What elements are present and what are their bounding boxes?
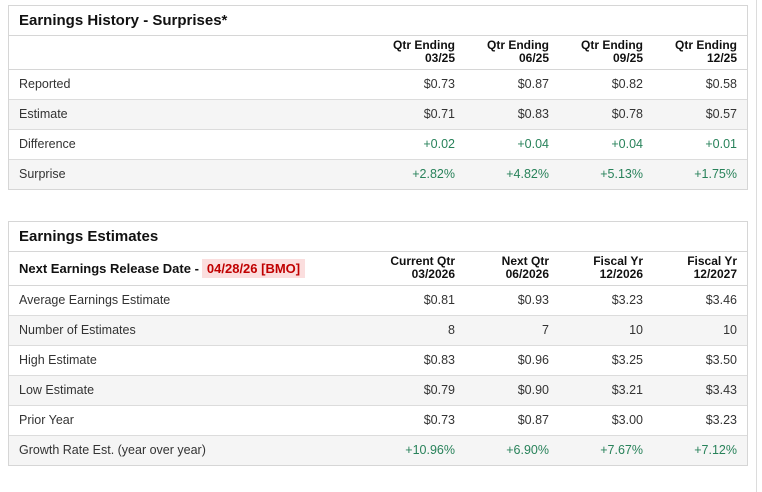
column-header-line2: 12/2027 xyxy=(693,267,737,281)
cell-value: +10.96% xyxy=(371,435,465,465)
column-header: Qtr Ending 09/25 xyxy=(559,36,653,70)
cell-value: $3.43 xyxy=(653,375,747,406)
release-date-label: Next Earnings Release Date - xyxy=(19,260,199,276)
release-date-value: 04/28/26 [BMO] xyxy=(201,258,306,278)
row-label: Estimate xyxy=(9,99,371,130)
row-label: Low Estimate xyxy=(9,375,371,406)
cell-value: $0.82 xyxy=(611,77,643,91)
table-row: Growth Rate Est. (year over year) +10.96%… xyxy=(9,435,747,465)
cell-value: $0.83 xyxy=(371,345,465,376)
cell-value: $3.46 xyxy=(705,293,737,307)
cell-value: $3.00 xyxy=(559,405,653,436)
cell-value: $0.87 xyxy=(517,77,549,91)
column-header-line1: Qtr Ending xyxy=(675,38,737,52)
cell-value: +0.01 xyxy=(653,129,747,160)
column-header-line2: 03/2026 xyxy=(411,267,455,281)
row-label: Difference xyxy=(9,129,371,160)
row-label: Reported xyxy=(19,77,71,91)
cell-value: $0.58 xyxy=(705,77,737,91)
cell-value: $0.87 xyxy=(465,405,559,436)
column-header: Fiscal Yr 12/2026 xyxy=(559,252,653,286)
cell-value: 10 xyxy=(559,315,653,346)
cell-value: +2.82% xyxy=(371,159,465,189)
next-earnings-release-date: Next Earnings Release Date -04/28/26 [BM… xyxy=(9,252,371,286)
row-label: Surprise xyxy=(9,159,371,189)
column-header-line2: 12/25 xyxy=(706,51,737,65)
cell-value: +0.04 xyxy=(559,129,653,160)
column-header-line1: Next Qtr xyxy=(501,254,549,268)
column-header-line2: 03/25 xyxy=(424,51,455,65)
table-row: Prior Year $0.73 $0.87 $3.00 $3.23 xyxy=(9,405,747,436)
cell-value: 10 xyxy=(653,315,747,346)
cell-value: +0.04 xyxy=(465,129,559,160)
earnings-estimates-panel: Earnings Estimates Next Earnings Release… xyxy=(8,221,748,466)
header-row: Next Earnings Release Date -04/28/26 [BM… xyxy=(9,252,747,286)
earnings-history-panel: Earnings History - Surprises* Qtr Ending… xyxy=(8,5,748,190)
cell-value: +4.82% xyxy=(465,159,559,189)
row-label: Prior Year xyxy=(9,405,371,436)
cell-value: 8 xyxy=(371,315,465,346)
cell-value: $3.21 xyxy=(559,375,653,406)
cell-value: +0.02 xyxy=(371,129,465,160)
earnings-estimates-title: Earnings Estimates xyxy=(9,222,747,252)
earnings-history-title: Earnings History - Surprises* xyxy=(9,6,747,36)
cell-value: +6.90% xyxy=(465,435,559,465)
row-label: Number of Estimates xyxy=(9,315,371,346)
column-header-line2: 12/2026 xyxy=(599,267,643,281)
cell-value: $0.79 xyxy=(371,375,465,406)
table-row: Low Estimate $0.79 $0.90 $3.21 $3.43 xyxy=(9,375,747,406)
cell-value: $0.83 xyxy=(465,99,559,130)
table-row: Number of Estimates 8 7 10 10 xyxy=(9,315,747,346)
table-row: Surprise +2.82% +4.82% +5.13% +1.75% xyxy=(9,159,747,189)
cell-value: $3.23 xyxy=(611,293,643,307)
page-edge-divider xyxy=(756,0,757,492)
empty-header-cell xyxy=(9,36,371,70)
cell-value: $3.50 xyxy=(653,345,747,376)
cell-value: $3.25 xyxy=(559,345,653,376)
cell-value: $3.23 xyxy=(653,405,747,436)
column-header-line1: Qtr Ending xyxy=(581,38,643,52)
column-header: Next Qtr 06/2026 xyxy=(465,252,559,286)
content-column: Earnings History - Surprises* Qtr Ending… xyxy=(8,5,748,492)
row-label: Average Earnings Estimate xyxy=(19,293,171,307)
earnings-history-table: Qtr Ending 03/25 Qtr Ending 06/25 Qtr Endi… xyxy=(9,36,747,189)
column-header-line1: Fiscal Yr xyxy=(687,254,737,268)
cell-value: $0.78 xyxy=(559,99,653,130)
table-row: High Estimate $0.83 $0.96 $3.25 $3.50 xyxy=(9,345,747,376)
cell-value: $0.73 xyxy=(371,405,465,436)
cell-value: $0.93 xyxy=(517,293,549,307)
header-row: Qtr Ending 03/25 Qtr Ending 06/25 Qtr Endi… xyxy=(9,36,747,70)
table-row: Reported $0.73 $0.87 $0.82 $0.58 xyxy=(9,70,747,100)
column-header: Fiscal Yr 12/2027 xyxy=(653,252,747,286)
cell-value: $0.73 xyxy=(423,77,455,91)
cell-value: $0.81 xyxy=(423,293,455,307)
cell-value: $0.90 xyxy=(465,375,559,406)
column-header-line2: 06/2026 xyxy=(505,267,549,281)
cell-value: +1.75% xyxy=(653,159,747,189)
column-header-line1: Fiscal Yr xyxy=(593,254,643,268)
column-header-line2: 09/25 xyxy=(612,51,643,65)
row-label: High Estimate xyxy=(9,345,371,376)
table-row: Estimate $0.71 $0.83 $0.78 $0.57 xyxy=(9,99,747,130)
cell-value: $0.71 xyxy=(371,99,465,130)
column-header: Qtr Ending 12/25 xyxy=(653,36,747,70)
column-header-line1: Qtr Ending xyxy=(487,38,549,52)
table-row: Difference +0.02 +0.04 +0.04 +0.01 xyxy=(9,129,747,160)
earnings-estimates-table: Next Earnings Release Date -04/28/26 [BM… xyxy=(9,252,747,465)
table-row: Average Earnings Estimate $0.81 $0.93 $3.23… xyxy=(9,286,747,316)
cell-value: +5.13% xyxy=(559,159,653,189)
column-header-line1: Qtr Ending xyxy=(393,38,455,52)
column-header-line1: Current Qtr xyxy=(390,254,455,268)
cell-value: $0.96 xyxy=(465,345,559,376)
column-header-line2: 06/25 xyxy=(518,51,549,65)
cell-value: 7 xyxy=(465,315,559,346)
row-label: Growth Rate Est. (year over year) xyxy=(9,435,371,465)
cell-value: $0.57 xyxy=(653,99,747,130)
cell-value: +7.67% xyxy=(559,435,653,465)
column-header: Qtr Ending 06/25 xyxy=(465,36,559,70)
column-header: Current Qtr 03/2026 xyxy=(371,252,465,286)
cell-value: +7.12% xyxy=(653,435,747,465)
column-header: Qtr Ending 03/25 xyxy=(371,36,465,70)
